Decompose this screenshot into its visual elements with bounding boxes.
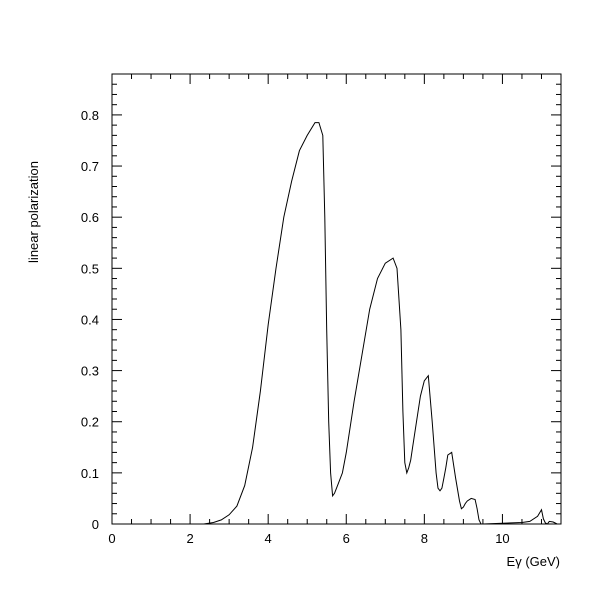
polarization-curve <box>112 122 561 525</box>
y-axis-title: linear polarization <box>26 161 41 263</box>
y-tick-label: 0.1 <box>81 466 99 481</box>
y-tick-label: 0.6 <box>81 210 99 225</box>
y-axis-ticks <box>112 73 561 525</box>
x-tick-label: 4 <box>265 531 272 546</box>
y-axis-tick-labels: 0 0.1 0.2 0.3 0.4 0.5 0.6 0.7 0.8 <box>81 108 99 532</box>
y-tick-label: 0.5 <box>81 261 99 276</box>
x-axis-tick-labels: 0 2 4 6 8 10 <box>108 531 509 546</box>
x-tick-label: 8 <box>421 531 428 546</box>
y-tick-label: 0.3 <box>81 364 99 379</box>
x-tick-label: 2 <box>186 531 193 546</box>
plot-frame <box>111 73 562 525</box>
y-tick-label: 0.7 <box>81 159 99 174</box>
x-tick-label: 10 <box>495 531 509 546</box>
x-axis-ticks <box>111 74 562 524</box>
x-tick-label: 6 <box>343 531 350 546</box>
x-axis-title: Eγ (GeV) <box>507 554 560 569</box>
y-tick-label: 0.8 <box>81 108 99 123</box>
y-tick-label: 0.2 <box>81 415 99 430</box>
y-tick-label: 0.4 <box>81 312 99 327</box>
y-tick-label: 0 <box>92 517 99 532</box>
x-tick-label: 0 <box>108 531 115 546</box>
